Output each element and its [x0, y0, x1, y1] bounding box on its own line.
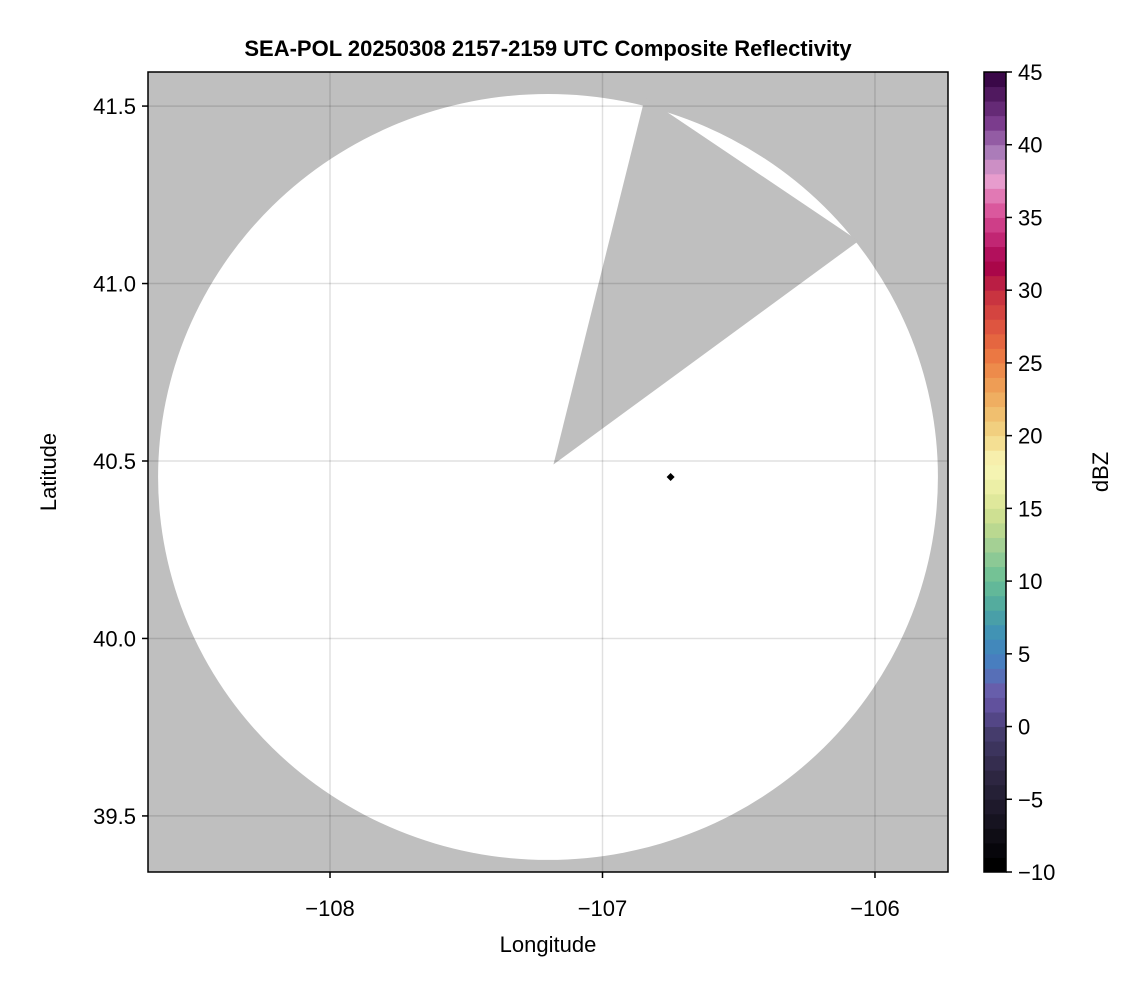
x-axis: −108 −107 −106 [305, 872, 900, 921]
x-tick-label: −108 [305, 896, 355, 921]
colorbar-band [984, 741, 1006, 757]
y-tick-label: 41.5 [93, 94, 136, 119]
colorbar-band [984, 464, 1006, 480]
colorbar-band [984, 857, 1006, 873]
y-tick-label: 39.5 [93, 804, 136, 829]
colorbar-band [984, 668, 1006, 684]
colorbar-band [984, 232, 1006, 248]
colorbar-band [984, 653, 1006, 669]
colorbar-band [984, 522, 1006, 538]
colorbar-band [984, 130, 1006, 146]
colorbar-band [984, 377, 1006, 393]
colorbar-tick-label: 40 [1018, 133, 1042, 158]
colorbar-tick-label: 0 [1018, 715, 1030, 740]
colorbar-band [984, 813, 1006, 829]
colorbar-band [984, 537, 1006, 553]
colorbar-band [984, 421, 1006, 437]
plot-frame [147, 71, 949, 873]
colorbar-band [984, 799, 1006, 815]
colorbar-band [984, 450, 1006, 466]
colorbar-band [984, 101, 1006, 117]
colorbar-band [984, 246, 1006, 262]
colorbar-tick-label: 45 [1018, 60, 1042, 85]
colorbar-tick-label: 5 [1018, 642, 1030, 667]
colorbar-band [984, 770, 1006, 786]
colorbar-band [984, 173, 1006, 189]
colorbar-tick-label: 20 [1018, 424, 1042, 449]
colorbar-band [984, 828, 1006, 844]
colorbar-band [984, 362, 1006, 378]
colorbar-band [984, 639, 1006, 655]
colorbar-band [984, 566, 1006, 582]
colorbar-band [984, 552, 1006, 568]
colorbar-band [984, 508, 1006, 524]
x-axis-label: Longitude [500, 932, 597, 957]
colorbar-frame [983, 71, 1007, 873]
colorbar-band [984, 275, 1006, 291]
colorbar-band [984, 479, 1006, 495]
colorbar-tick-label: 35 [1018, 205, 1042, 230]
colorbar-tick-label: −5 [1018, 787, 1043, 812]
colorbar-tick-label: 25 [1018, 351, 1042, 376]
colorbar-band [984, 624, 1006, 640]
colorbar-band [984, 202, 1006, 218]
colorbar-band [984, 435, 1006, 451]
colorbar-band [984, 333, 1006, 349]
grid-lines [148, 72, 948, 872]
colorbar-band [984, 842, 1006, 858]
colorbar-band [984, 304, 1006, 320]
colorbar-band [984, 115, 1006, 131]
chart-title: SEA-POL 20250308 2157-2159 UTC Composite… [244, 36, 852, 61]
radar-coverage [158, 94, 938, 860]
colorbar-band [984, 72, 1006, 88]
colorbar: −10 −5 0 5 10 15 20 25 30 35 40 45 [983, 60, 1055, 885]
colorbar-band [984, 348, 1006, 364]
colorbar-band [984, 159, 1006, 175]
y-axis: 39.5 40.0 40.5 41.0 41.5 [93, 94, 148, 829]
colorbar-band [984, 493, 1006, 509]
colorbar-band [984, 290, 1006, 306]
colorbar-band [984, 784, 1006, 800]
y-axis-label: Latitude [36, 433, 61, 511]
y-tick-label: 41.0 [93, 272, 136, 297]
colorbar-band [984, 392, 1006, 408]
colorbar-tick-label: 15 [1018, 496, 1042, 521]
plot-area [148, 72, 948, 872]
x-tick-label: −106 [850, 896, 900, 921]
colorbar-band [984, 581, 1006, 597]
x-tick-label: −107 [578, 896, 628, 921]
y-tick-label: 40.0 [93, 626, 136, 651]
colorbar-band [984, 319, 1006, 335]
colorbar-band [984, 86, 1006, 102]
colorbar-band [984, 755, 1006, 771]
blocked-sector [553, 97, 859, 465]
colorbar-band [984, 217, 1006, 233]
colorbar-band [984, 261, 1006, 277]
colorbar-band [984, 406, 1006, 422]
colorbar-label: dBZ [1088, 452, 1113, 492]
colorbar-band [984, 595, 1006, 611]
radar-site-marker [666, 472, 675, 481]
colorbar-band [984, 144, 1006, 160]
colorbar-tick-label: 10 [1018, 569, 1042, 594]
y-tick-label: 40.5 [93, 449, 136, 474]
colorbar-band [984, 697, 1006, 713]
colorbar-band [984, 682, 1006, 698]
colorbar-band [984, 610, 1006, 626]
colorbar-band [984, 726, 1006, 742]
colorbar-tick-label: 30 [1018, 278, 1042, 303]
colorbar-tick-label: −10 [1018, 860, 1055, 885]
colorbar-band [984, 712, 1006, 728]
colorbar-band [984, 188, 1006, 204]
